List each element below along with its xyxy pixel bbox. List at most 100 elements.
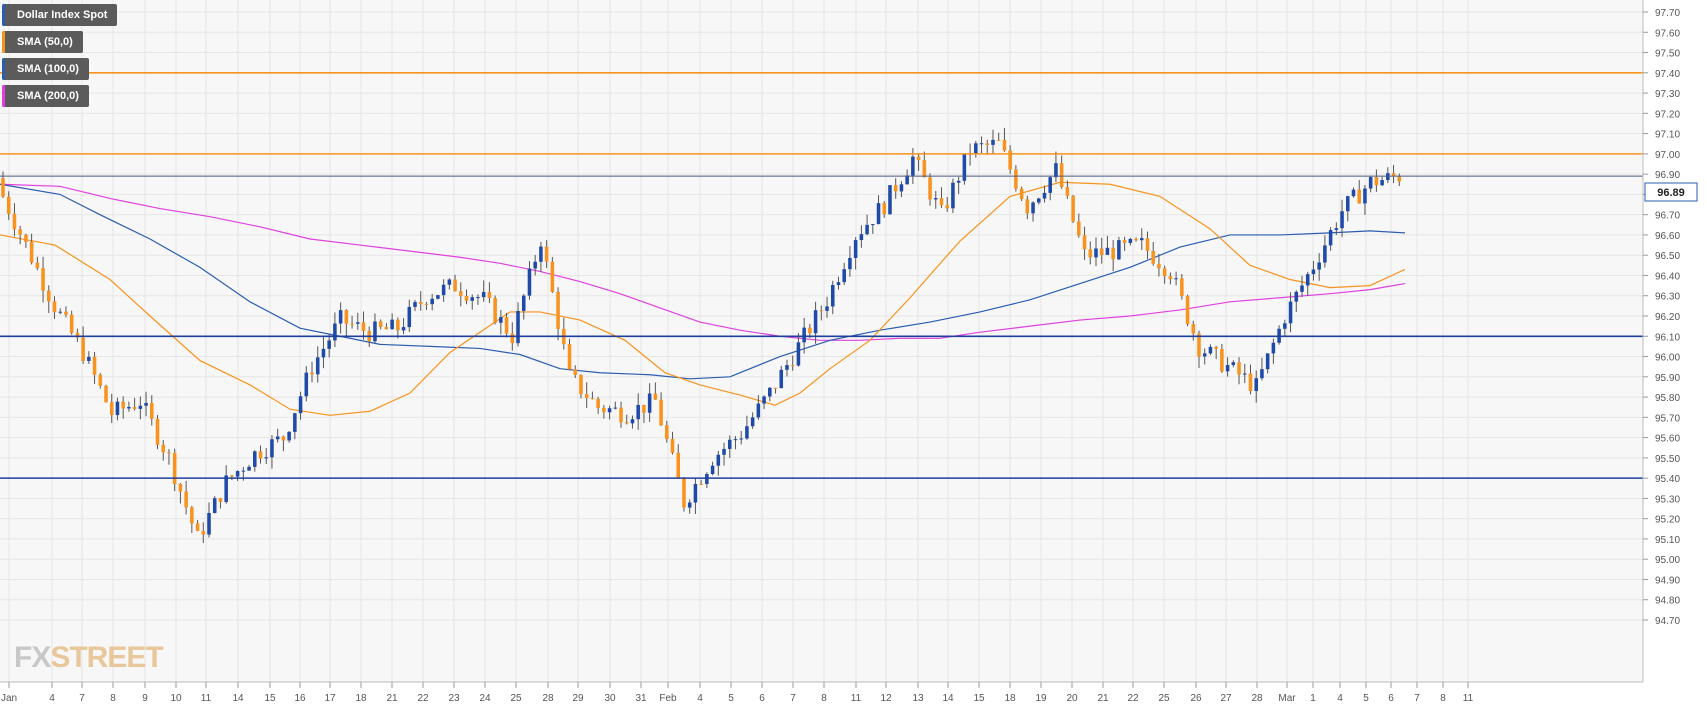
candle-up bbox=[1334, 228, 1339, 231]
legend-item-sma-100[interactable]: SMA (100,0) bbox=[2, 58, 89, 80]
candle-up bbox=[1317, 262, 1321, 270]
x-tick-label: 25 bbox=[1158, 693, 1170, 704]
candle-up bbox=[1254, 378, 1258, 392]
y-tick-label: 96.30 bbox=[1655, 292, 1680, 303]
candle-up bbox=[762, 396, 766, 404]
y-tick-label: 95.50 bbox=[1655, 454, 1680, 465]
legend-item-sma-200[interactable]: SMA (200,0) bbox=[2, 85, 89, 107]
candle-down bbox=[92, 356, 97, 375]
candle-up bbox=[1242, 373, 1247, 375]
candle-down bbox=[52, 301, 57, 313]
sma-100-line bbox=[0, 183, 1406, 380]
x-tick-label: 18 bbox=[355, 693, 367, 704]
candle-up bbox=[722, 448, 726, 455]
candle-down bbox=[659, 399, 663, 426]
x-tick-label: 1 bbox=[1310, 693, 1316, 704]
candle-down bbox=[190, 507, 194, 524]
candle-down bbox=[1099, 248, 1104, 255]
candle-up bbox=[933, 198, 938, 200]
candle-up bbox=[727, 439, 732, 449]
y-tick-label: 95.00 bbox=[1655, 555, 1680, 566]
candle-up bbox=[853, 240, 858, 258]
candle-up bbox=[533, 261, 537, 269]
candle-up bbox=[1042, 192, 1047, 199]
candle-down bbox=[556, 291, 560, 329]
candle-down bbox=[350, 323, 354, 325]
candle-down bbox=[69, 314, 74, 333]
candle-up bbox=[1368, 177, 1373, 189]
candle-up bbox=[779, 369, 784, 389]
candle-down bbox=[590, 398, 595, 400]
candle-up bbox=[87, 356, 91, 361]
candle-up bbox=[1139, 238, 1144, 241]
x-tick-label: 8 bbox=[821, 693, 827, 704]
candle-down bbox=[1019, 188, 1024, 200]
candle-up bbox=[207, 512, 211, 535]
candle-up bbox=[1363, 188, 1367, 204]
candle-up bbox=[247, 466, 251, 471]
y-tick-label: 96.60 bbox=[1655, 231, 1680, 242]
candle-up bbox=[1380, 180, 1384, 186]
x-tick-label: Mar bbox=[1278, 693, 1296, 704]
candle-up bbox=[842, 269, 846, 283]
candle-up bbox=[253, 451, 257, 467]
candle-up bbox=[321, 348, 326, 358]
candle-down bbox=[1065, 187, 1070, 196]
candle-down bbox=[682, 478, 686, 508]
x-tick-label: 26 bbox=[1190, 693, 1202, 704]
x-tick-label: 11 bbox=[201, 693, 212, 704]
candle-up bbox=[859, 234, 864, 241]
candle-down bbox=[1220, 348, 1224, 372]
candle-up bbox=[1231, 362, 1236, 366]
candle-up bbox=[785, 365, 789, 370]
x-tick-label: 7 bbox=[79, 693, 85, 704]
x-tick-label: 15 bbox=[264, 693, 276, 704]
candle-down bbox=[653, 393, 658, 400]
candle-down bbox=[1157, 263, 1161, 269]
candle-down bbox=[676, 452, 681, 479]
legend-swatch-dollar-index bbox=[2, 4, 5, 26]
x-axis-ticks: Jan 4 7 8 9 10 11 14 15 16 17 18 21 22 23 24 25 28 29 30 31 F… bbox=[1, 682, 1474, 704]
candle-down bbox=[699, 483, 703, 485]
candle-down bbox=[573, 369, 578, 376]
candle-down bbox=[1014, 169, 1018, 189]
candle-up bbox=[516, 310, 520, 344]
candle-down bbox=[1237, 362, 1241, 375]
candle-up bbox=[830, 284, 835, 307]
y-tick-label: 94.70 bbox=[1655, 616, 1680, 627]
candle-up bbox=[1328, 230, 1333, 246]
logo-fx: FX bbox=[14, 641, 51, 674]
candle-up bbox=[1346, 196, 1350, 212]
candle-up bbox=[298, 396, 303, 414]
candle-up bbox=[705, 474, 709, 485]
candle-down bbox=[230, 475, 234, 477]
candle-down bbox=[1059, 163, 1064, 188]
candle-down bbox=[47, 290, 51, 302]
legend-item-sma-50[interactable]: SMA (50,0) bbox=[2, 31, 83, 53]
x-tick-label: 28 bbox=[542, 693, 554, 704]
candle-up bbox=[1283, 323, 1287, 329]
candle-down bbox=[544, 246, 549, 262]
candle-up bbox=[499, 317, 503, 323]
candle-down bbox=[310, 372, 314, 375]
candle-up bbox=[1300, 285, 1304, 292]
candle-up bbox=[991, 139, 995, 145]
y-tick-label: 97.40 bbox=[1655, 69, 1680, 80]
x-tick-label: 4 bbox=[49, 693, 55, 704]
legend-label-sma-200: SMA (200,0) bbox=[17, 90, 79, 102]
legend-item-dollar-index[interactable]: Dollar Index Spot bbox=[2, 4, 118, 26]
candle-down bbox=[98, 374, 103, 386]
candle-up bbox=[636, 404, 640, 420]
candle-down bbox=[504, 317, 509, 334]
candle-down bbox=[790, 365, 795, 367]
x-tick-label: 21 bbox=[1097, 693, 1109, 704]
candle-down bbox=[424, 303, 429, 305]
candle-down bbox=[1082, 235, 1087, 250]
y-tick-label: 94.80 bbox=[1655, 596, 1680, 607]
x-tick-label: 27 bbox=[1220, 693, 1232, 704]
x-tick-label: 6 bbox=[759, 693, 765, 704]
candle-up bbox=[1311, 269, 1316, 275]
candle-down bbox=[1214, 346, 1218, 349]
